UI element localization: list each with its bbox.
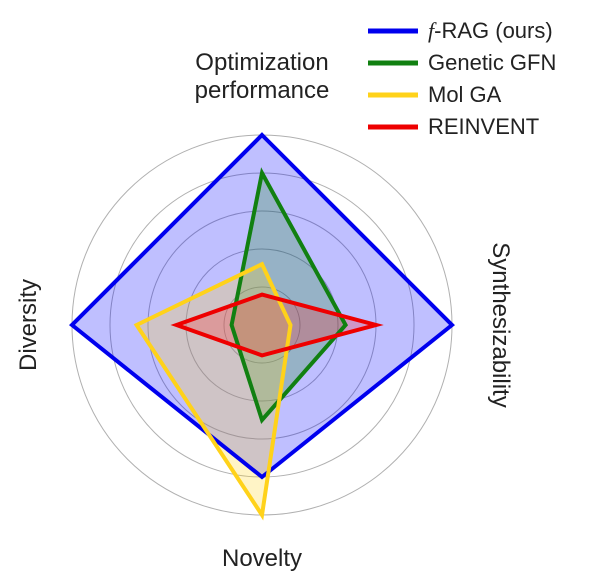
axis-label-top-line2: performance — [195, 77, 330, 104]
axis-label-right: Synthesizability — [487, 242, 514, 407]
series-outline-4 — [170, 292, 384, 358]
series-fill-2 — [231, 173, 346, 420]
axis-label-left: Diversity — [15, 279, 42, 371]
legend-label-4: REINVENT — [428, 114, 539, 139]
axis-label-bottom: Novelty — [222, 545, 302, 572]
legend-label-3: Mol GA — [428, 82, 502, 107]
legend-label-1: f-RAG (ours) — [428, 18, 553, 43]
series-outline-3 — [133, 261, 293, 521]
series-fill-1 — [72, 135, 452, 477]
series-fill-4 — [176, 294, 376, 356]
series-outline-1 — [69, 132, 455, 480]
legend: f-RAG (ours) Genetic GFN Mol GA REINVENT — [368, 18, 556, 139]
series-fill-3 — [136, 264, 291, 515]
series-areas — [69, 132, 455, 521]
axis-labels: Optimization performance Synthesizabilit… — [15, 49, 514, 572]
grid-ring-1 — [223, 286, 301, 364]
legend-label-2: Genetic GFN — [428, 50, 556, 75]
grid-ring-2 — [185, 248, 339, 402]
axis-label-top-line1: Optimization — [195, 49, 328, 76]
